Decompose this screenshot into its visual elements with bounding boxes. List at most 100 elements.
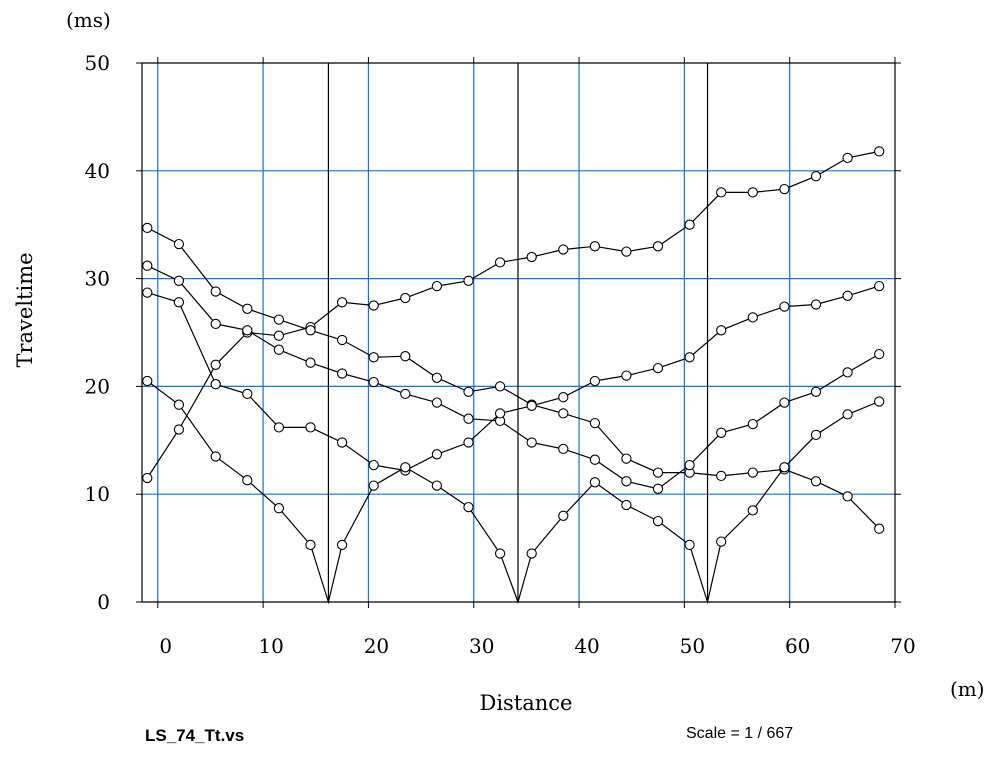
data-point bbox=[336, 368, 348, 379]
data-point bbox=[621, 499, 632, 511]
data-point bbox=[716, 187, 727, 198]
data-point bbox=[779, 183, 790, 195]
series-2 bbox=[142, 222, 885, 534]
data-point bbox=[716, 427, 727, 438]
data-point bbox=[142, 287, 153, 298]
data-point bbox=[747, 312, 758, 323]
data-point bbox=[716, 470, 727, 482]
series-line bbox=[147, 265, 880, 490]
data-point bbox=[273, 503, 285, 514]
data-point bbox=[463, 413, 474, 424]
data-point bbox=[589, 241, 601, 252]
data-point bbox=[368, 300, 379, 311]
x-unit-label: (m) bbox=[950, 677, 985, 701]
y-unit-label: (ms) bbox=[66, 8, 111, 32]
series-layer bbox=[142, 146, 885, 605]
data-point bbox=[526, 548, 537, 559]
data-point bbox=[558, 244, 569, 255]
data-point bbox=[652, 483, 664, 494]
data-point bbox=[305, 539, 316, 551]
data-point bbox=[621, 246, 632, 257]
data-point bbox=[273, 314, 285, 325]
data-point bbox=[173, 297, 185, 308]
data-point bbox=[142, 260, 153, 271]
data-point bbox=[684, 352, 695, 363]
series-5 bbox=[142, 375, 885, 605]
data-point bbox=[463, 501, 474, 513]
x-tick-label: 60 bbox=[785, 634, 810, 658]
scale-label: Scale = 1 / 667 bbox=[686, 725, 794, 742]
data-point bbox=[242, 325, 253, 336]
data-point bbox=[684, 459, 695, 471]
y-tick-label: 50 bbox=[85, 51, 110, 75]
series-line bbox=[147, 227, 880, 530]
data-point bbox=[494, 548, 506, 559]
data-point bbox=[142, 472, 153, 484]
y-tick-label: 40 bbox=[85, 159, 110, 183]
data-point bbox=[242, 388, 253, 400]
series-line bbox=[147, 285, 880, 472]
data-point bbox=[142, 222, 153, 234]
data-point bbox=[621, 476, 632, 487]
data-point bbox=[842, 152, 853, 164]
data-point bbox=[874, 280, 885, 292]
data-point bbox=[173, 399, 185, 410]
data-point bbox=[273, 344, 285, 355]
data-point bbox=[779, 462, 790, 473]
data-point bbox=[368, 480, 379, 491]
data-point bbox=[684, 219, 695, 230]
data-point bbox=[210, 359, 221, 370]
data-point bbox=[336, 297, 348, 308]
x-tick-label: 50 bbox=[680, 634, 705, 658]
data-point bbox=[842, 290, 853, 301]
data-point bbox=[431, 397, 443, 408]
data-point bbox=[431, 449, 443, 460]
data-point bbox=[652, 241, 664, 252]
y-axis-label: Traveltime bbox=[13, 252, 37, 367]
data-point bbox=[463, 437, 474, 448]
x-tick-label: 10 bbox=[258, 634, 283, 658]
data-point bbox=[494, 381, 506, 392]
data-point bbox=[842, 409, 853, 420]
data-point bbox=[142, 375, 153, 387]
data-point bbox=[173, 238, 185, 250]
data-point bbox=[621, 453, 632, 464]
x-tick-label: 0 bbox=[159, 634, 172, 658]
data-point bbox=[400, 351, 411, 362]
data-point bbox=[842, 491, 853, 502]
data-point bbox=[305, 422, 316, 433]
data-point bbox=[684, 539, 695, 551]
x-tick-label: 40 bbox=[574, 634, 599, 658]
y-tick-label: 0 bbox=[97, 590, 110, 614]
data-point bbox=[463, 275, 474, 286]
x-tick-label: 20 bbox=[364, 634, 389, 658]
data-point bbox=[810, 429, 822, 441]
x-tick-label: 70 bbox=[890, 634, 915, 658]
data-point bbox=[368, 376, 379, 388]
series-line bbox=[146, 150, 880, 479]
data-point bbox=[173, 275, 185, 286]
data-point bbox=[526, 251, 537, 263]
y-tick-label: 10 bbox=[85, 482, 110, 506]
data-point bbox=[747, 467, 758, 478]
data-point bbox=[242, 475, 253, 486]
data-point bbox=[431, 280, 443, 292]
data-point bbox=[400, 462, 411, 473]
data-point bbox=[716, 325, 727, 336]
data-point bbox=[558, 443, 569, 455]
data-point bbox=[210, 318, 221, 330]
data-point bbox=[779, 397, 790, 408]
data-point bbox=[589, 454, 601, 465]
data-point bbox=[652, 515, 664, 527]
data-point bbox=[810, 476, 822, 487]
data-point bbox=[874, 523, 885, 534]
data-point bbox=[810, 171, 822, 182]
x-axis-label: Distance bbox=[479, 691, 572, 715]
shot-lines bbox=[327, 63, 709, 602]
data-point bbox=[526, 437, 537, 448]
data-point bbox=[463, 386, 474, 397]
data-point bbox=[305, 325, 316, 336]
data-point bbox=[747, 418, 758, 430]
data-point bbox=[589, 417, 601, 429]
data-point bbox=[716, 536, 727, 547]
